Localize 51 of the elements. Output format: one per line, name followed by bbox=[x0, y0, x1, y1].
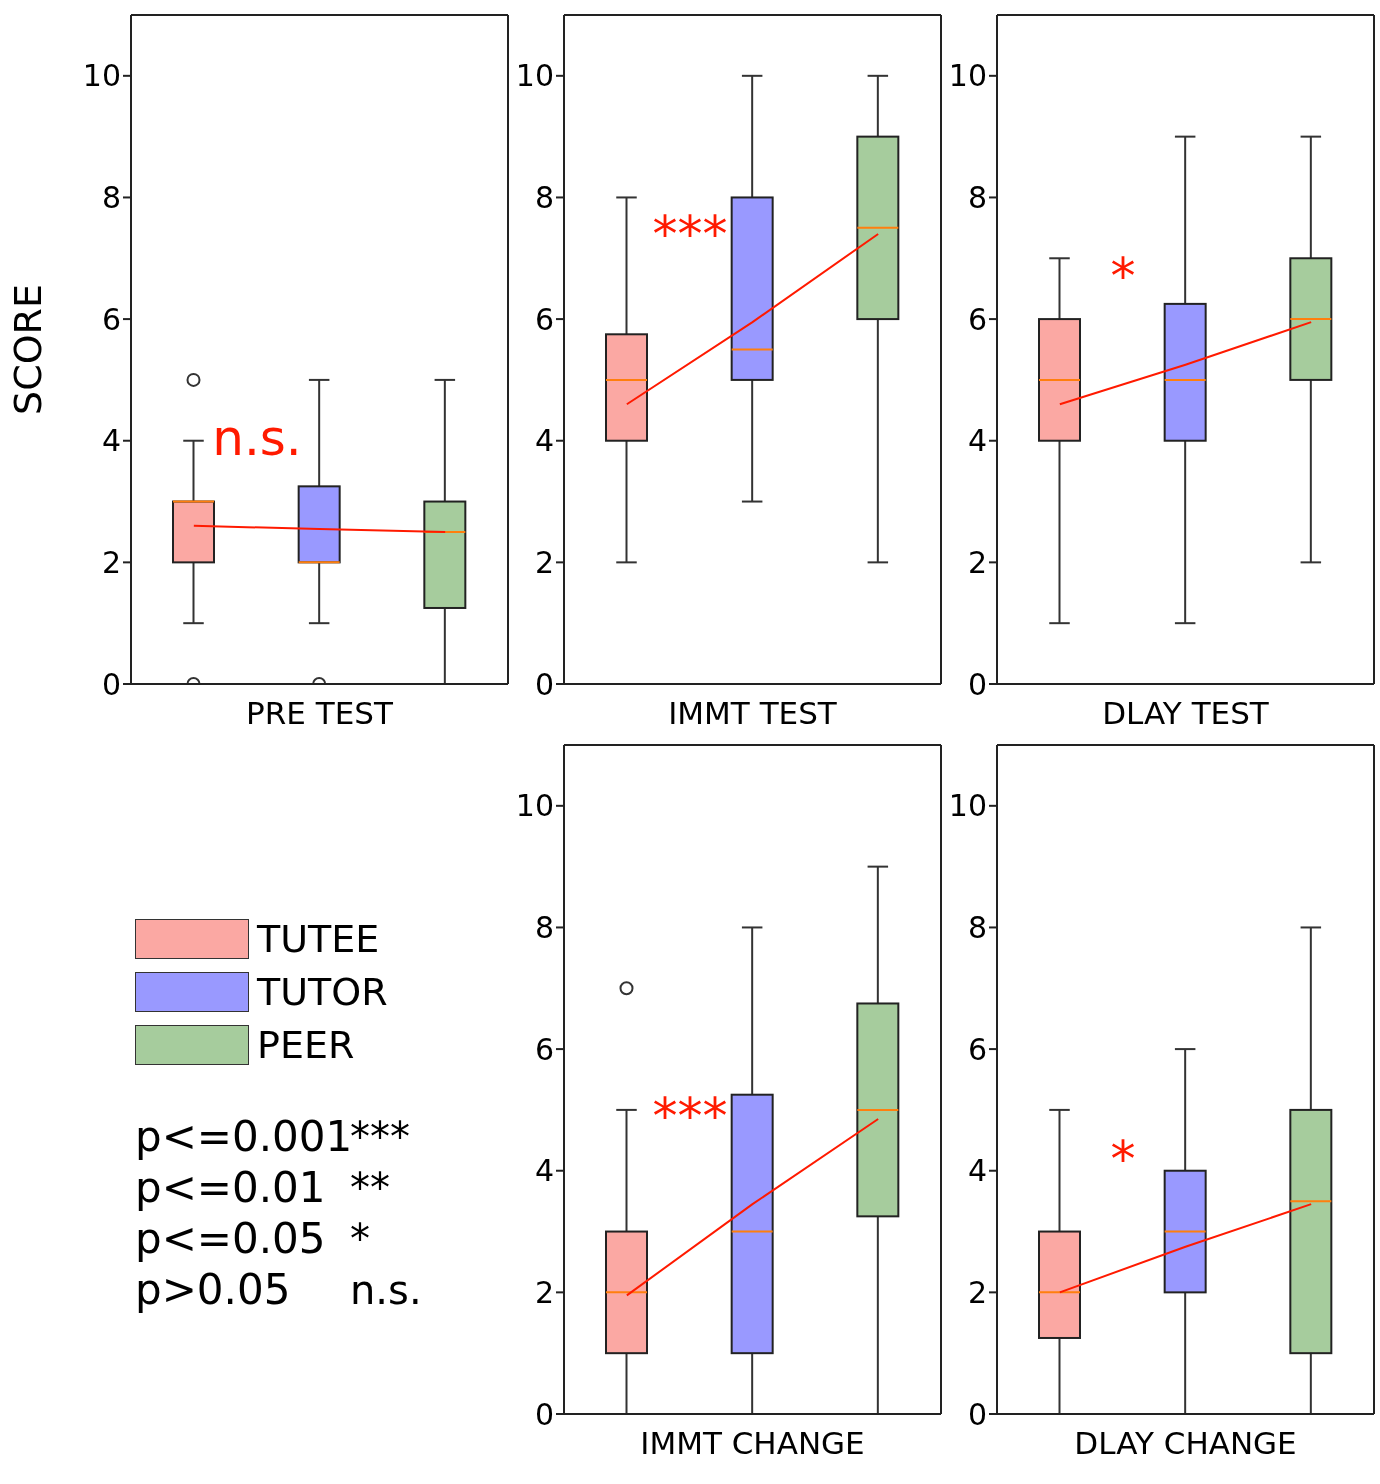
text: n.s. bbox=[350, 1266, 422, 1313]
x-axis-title: PRE TEST bbox=[246, 695, 394, 731]
y-tick-label: 2 bbox=[967, 1275, 987, 1311]
y-axis-title: SCORE bbox=[6, 284, 51, 415]
category-label: PEER bbox=[257, 1022, 355, 1067]
y-tick-label: 0 bbox=[534, 1396, 554, 1432]
annotation: *** bbox=[652, 204, 728, 263]
annotation: * bbox=[1110, 1129, 1136, 1188]
y-tick-label: 4 bbox=[534, 423, 554, 459]
y-tick-label: 6 bbox=[534, 1031, 554, 1067]
y-tick-label: 10 bbox=[515, 58, 554, 94]
y-tick-label: 4 bbox=[534, 1153, 554, 1189]
x-axis-title: DLAY CHANGE bbox=[1074, 1425, 1297, 1461]
y-tick-label: 6 bbox=[967, 301, 987, 337]
y-tick-label: 8 bbox=[534, 910, 554, 946]
y-tick-label: 4 bbox=[101, 423, 121, 459]
text: p<=0.01 bbox=[135, 1163, 327, 1212]
text: * bbox=[350, 1215, 370, 1262]
y-tick-label: 2 bbox=[101, 545, 121, 581]
y-tick-label: 4 bbox=[967, 1153, 987, 1189]
x-axis-title: IMMT TEST bbox=[668, 695, 838, 731]
y-tick-label: 8 bbox=[967, 910, 987, 946]
y-tick-label: 8 bbox=[967, 180, 987, 216]
y-tick-label: 6 bbox=[967, 1031, 987, 1067]
y-tick-label: 0 bbox=[967, 666, 987, 702]
y-tick-label: 0 bbox=[101, 666, 121, 702]
y-tick-label: 2 bbox=[967, 545, 987, 581]
y-tick-label: 0 bbox=[534, 666, 554, 702]
annotation: *** bbox=[652, 1086, 728, 1145]
category-label: TUTEE bbox=[257, 916, 380, 961]
y-tick-label: 8 bbox=[101, 180, 121, 216]
text: ** bbox=[350, 1164, 390, 1211]
y-tick-label: 6 bbox=[534, 301, 554, 337]
y-tick-label: 6 bbox=[101, 301, 121, 337]
y-tick-label: 0 bbox=[967, 1396, 987, 1432]
x-axis-title: IMMT CHANGE bbox=[640, 1425, 865, 1461]
text: *** bbox=[350, 1113, 410, 1160]
y-tick-label: 2 bbox=[534, 1275, 554, 1311]
annotation: * bbox=[1110, 247, 1136, 306]
text: p>0.05 bbox=[135, 1265, 292, 1314]
y-tick-label: 8 bbox=[534, 180, 554, 216]
y-tick-label: 10 bbox=[948, 58, 987, 94]
text: p<=0.05 bbox=[135, 1214, 327, 1263]
y-tick-label: 10 bbox=[515, 788, 554, 824]
y-tick-label: 4 bbox=[967, 423, 987, 459]
annotation: n.s. bbox=[212, 408, 302, 467]
y-tick-label: 2 bbox=[534, 545, 554, 581]
category-label: TUTOR bbox=[257, 969, 388, 1014]
x-axis-title: DLAY TEST bbox=[1102, 695, 1270, 731]
y-tick-label: 10 bbox=[948, 788, 987, 824]
y-tick-label: 10 bbox=[82, 58, 121, 94]
